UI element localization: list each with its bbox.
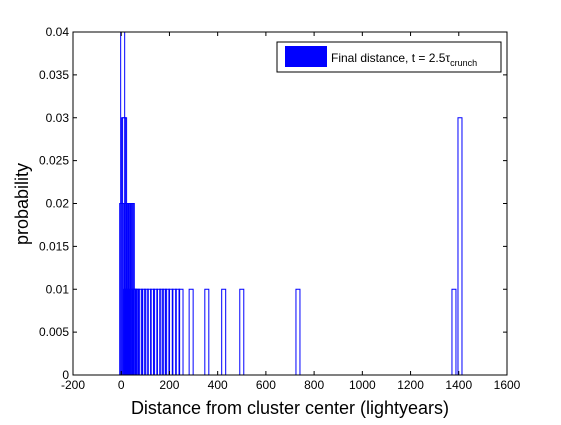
y-tick-label: 0.025 <box>39 154 69 168</box>
y-tick-label: 0.035 <box>39 68 69 82</box>
x-tick-label: 1400 <box>445 378 472 392</box>
y-axis-ticks: 0 0.005 0.01 0.015 0.02 0.025 0.03 0.035 0.04 <box>39 25 507 382</box>
legend: Final distance, t = 2.5τcrunch <box>276 41 502 73</box>
y-tick-label: 0.005 <box>39 325 69 339</box>
y-tick-label: 0.04 <box>46 25 70 39</box>
legend-label-subscript: crunch <box>450 58 477 68</box>
y-tick-label: 0.01 <box>46 282 70 296</box>
x-tick-label: 0 <box>118 378 125 392</box>
x-tick-label: 1000 <box>349 378 376 392</box>
y-tick-label: 0 <box>62 368 69 382</box>
legend-swatch <box>285 46 327 67</box>
y-tick-label: 0.02 <box>46 197 70 211</box>
x-tick-label: -200 <box>61 378 85 392</box>
x-tick-label: 600 <box>256 378 276 392</box>
legend-label: Final distance, t = 2.5τcrunch <box>331 51 477 68</box>
y-tick-label: 0.015 <box>39 239 69 253</box>
x-tick-label: 1200 <box>397 378 424 392</box>
x-axis-label: Distance from cluster center (lightyears… <box>131 398 449 418</box>
x-tick-label: 1600 <box>494 378 521 392</box>
x-tick-label: 800 <box>304 378 324 392</box>
x-tick-label: 200 <box>159 378 179 392</box>
x-axis-ticks: -200 0 200 400 600 800 1000 1200 1400 1600 <box>61 32 521 392</box>
x-tick-label: 400 <box>208 378 228 392</box>
y-tick-label: 0.03 <box>46 111 70 125</box>
y-axis-label: probability <box>12 163 32 245</box>
legend-label-main: Final distance, t = 2.5τ <box>331 51 450 65</box>
